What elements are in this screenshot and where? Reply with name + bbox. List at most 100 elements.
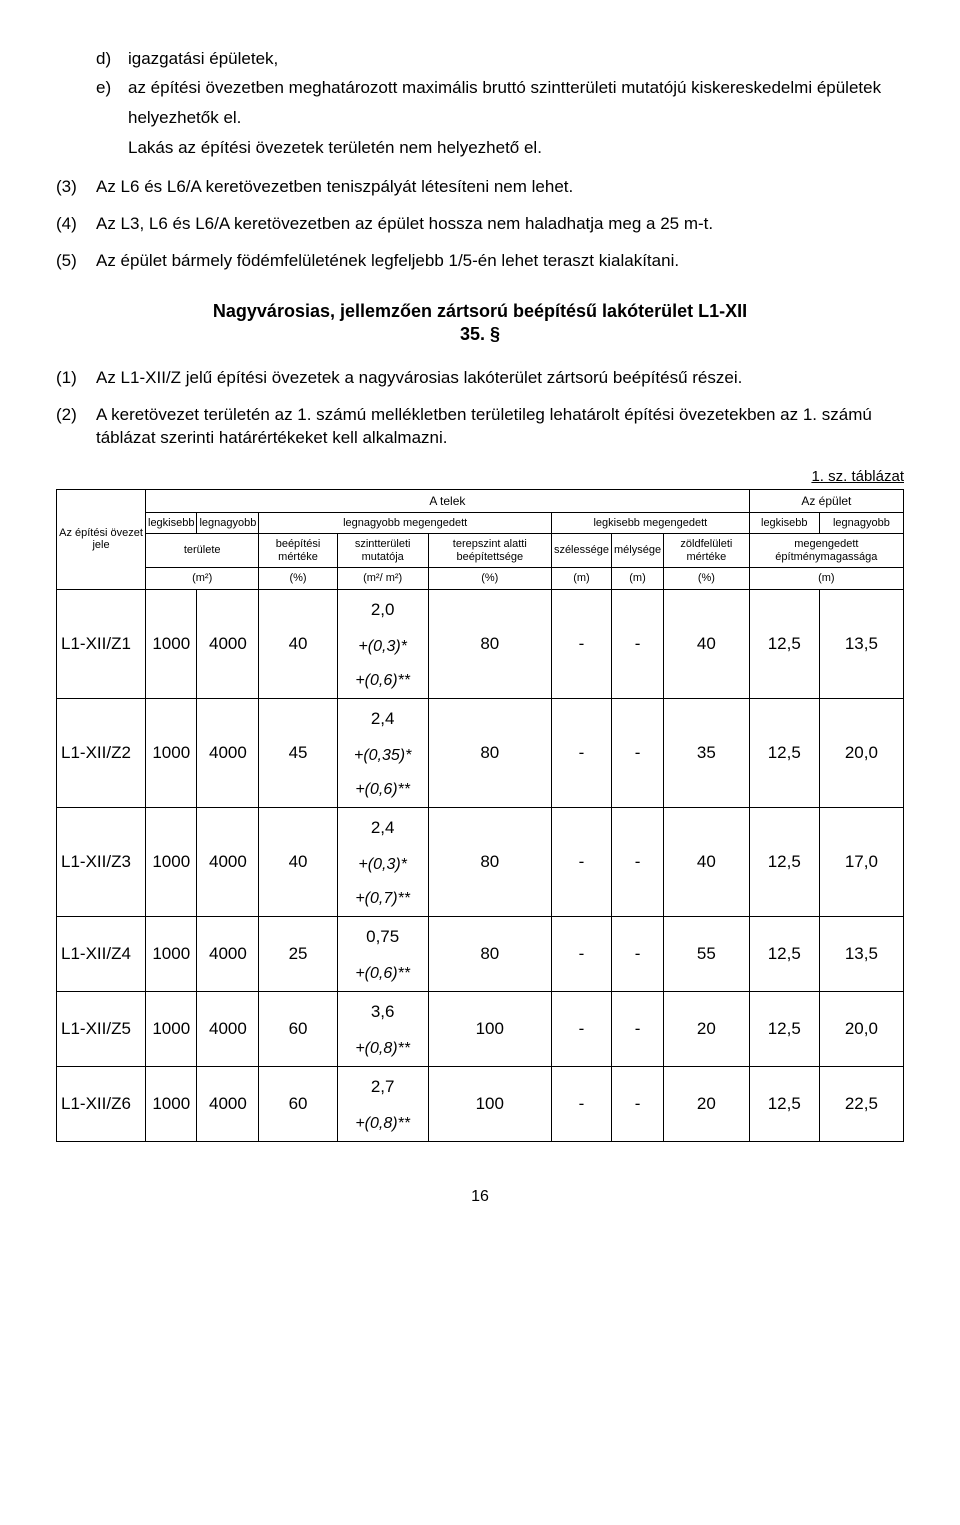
col-unit: (m²/ m²) <box>337 568 428 590</box>
zone-cell: L1-XII/Z3 <box>57 808 146 917</box>
zone-cell: L1-XII/Z1 <box>57 590 146 699</box>
cell: - <box>551 590 611 699</box>
col-header: területe <box>146 534 259 568</box>
paragraph: Lakás az építési övezetek területén nem … <box>128 138 904 158</box>
sub-cell: +(0,6)** <box>337 957 428 992</box>
sub-cell: +(0,8)** <box>337 1032 428 1067</box>
cell: - <box>551 808 611 917</box>
list-text: Az L6 és L6/A keretövezetben teniszpályá… <box>96 176 573 199</box>
cell: 80 <box>428 699 551 808</box>
col-header: zöldfelületi mértéke <box>664 534 750 568</box>
col-header: Az épület <box>749 489 903 512</box>
cell: 12,5 <box>749 992 819 1067</box>
cell: 22,5 <box>819 1067 903 1142</box>
cell: 12,5 <box>749 699 819 808</box>
cell: 60 <box>259 1067 337 1142</box>
cell: 40 <box>664 590 750 699</box>
cell: 1000 <box>146 917 197 992</box>
sub-cell: +(0,7)** <box>337 882 428 917</box>
cell: 1000 <box>146 992 197 1067</box>
col-header: Az építési övezet jele <box>57 489 146 590</box>
sub-cell: +(0,3)* <box>337 630 428 664</box>
list-text: az építési övezetben meghatározott maxim… <box>128 77 881 100</box>
cell: 2,7 <box>337 1067 428 1108</box>
col-header: legkisebb megengedett <box>551 512 749 534</box>
list-marker: (2) <box>56 404 96 450</box>
data-table: Az építési övezet jele A telek Az épület… <box>56 489 904 1143</box>
cell: - <box>611 917 663 992</box>
table-header-row: területe beépítési mértéke szintterületi… <box>57 534 904 568</box>
col-header: legkisebb <box>749 512 819 534</box>
cell: 4000 <box>197 590 259 699</box>
cell: 20 <box>664 992 750 1067</box>
list-item-4: (4) Az L3, L6 és L6/A keretövezetben az … <box>56 213 904 236</box>
col-header: A telek <box>146 489 750 512</box>
list-text: Az L1-XII/Z jelű építési övezetek a nagy… <box>96 367 742 390</box>
col-header: szélessége <box>551 534 611 568</box>
sub-cell: +(0,3)* <box>337 848 428 882</box>
cell: 4000 <box>197 992 259 1067</box>
cell: 13,5 <box>819 590 903 699</box>
cell: 40 <box>664 808 750 917</box>
table-row: L1-XII/Z210004000452,480--3512,520,0 <box>57 699 904 740</box>
list-marker: (3) <box>56 176 96 199</box>
cell: 1000 <box>146 808 197 917</box>
list-item-5: (5) Az épület bármely födémfelületének l… <box>56 250 904 273</box>
list-text: Az épület bármely födémfelületének legfe… <box>96 250 679 273</box>
col-unit: (%) <box>428 568 551 590</box>
col-header: legnagyobb <box>819 512 903 534</box>
sub-cell: +(0,35)* <box>337 739 428 773</box>
cell: 100 <box>428 1067 551 1142</box>
table-row: L1-XII/Z510004000603,6100--2012,520,0 <box>57 992 904 1033</box>
list-item-d: d) igazgatási épületek, <box>96 48 904 71</box>
cell: - <box>551 699 611 808</box>
section-title: Nagyvárosias, jellemzően zártsorú beépít… <box>56 301 904 322</box>
list-item-2b: (2) A keretövezet területén az 1. számú … <box>56 404 904 450</box>
cell: 12,5 <box>749 917 819 992</box>
list-marker: (5) <box>56 250 96 273</box>
cell: 0,75 <box>337 917 428 958</box>
col-unit: (m) <box>749 568 903 590</box>
cell: 12,5 <box>749 808 819 917</box>
cell: - <box>551 992 611 1067</box>
cell: 40 <box>259 590 337 699</box>
cell: - <box>551 1067 611 1142</box>
table-row: L1-XII/Z610004000602,7100--2012,522,5 <box>57 1067 904 1108</box>
list-item-3: (3) Az L6 és L6/A keretövezetben teniszp… <box>56 176 904 199</box>
list-marker: (1) <box>56 367 96 390</box>
cell: 20,0 <box>819 992 903 1067</box>
cell: 1000 <box>146 1067 197 1142</box>
col-unit: (m) <box>611 568 663 590</box>
col-unit: (%) <box>259 568 337 590</box>
col-header: mélysége <box>611 534 663 568</box>
cell: 20 <box>664 1067 750 1142</box>
sub-cell: +(0,6)** <box>337 773 428 808</box>
cell: 100 <box>428 992 551 1067</box>
col-header: beépítési mértéke <box>259 534 337 568</box>
list-text: Az L3, L6 és L6/A keretövezetben az épül… <box>96 213 713 236</box>
zone-cell: L1-XII/Z5 <box>57 992 146 1067</box>
col-unit: (%) <box>664 568 750 590</box>
cell: 4000 <box>197 808 259 917</box>
col-header: legnagyobb megengedett <box>259 512 552 534</box>
col-header: szintterületi mutatója <box>337 534 428 568</box>
cell: - <box>611 1067 663 1142</box>
cell: 25 <box>259 917 337 992</box>
cell: 60 <box>259 992 337 1067</box>
cell: - <box>611 808 663 917</box>
table-header-row: (m²) (%) (m²/ m²) (%) (m) (m) (%) (m) <box>57 568 904 590</box>
col-header: legkisebb <box>146 512 197 534</box>
col-unit: (m) <box>551 568 611 590</box>
list-text: igazgatási épületek, <box>128 48 278 71</box>
cell: 13,5 <box>819 917 903 992</box>
cell: - <box>611 590 663 699</box>
list-marker: (4) <box>56 213 96 236</box>
zone-cell: L1-XII/Z2 <box>57 699 146 808</box>
cell: 4000 <box>197 1067 259 1142</box>
cell: 1000 <box>146 699 197 808</box>
cell: 12,5 <box>749 590 819 699</box>
cell: - <box>551 917 611 992</box>
section-number: 35. § <box>56 324 904 345</box>
table-row: L1-XII/Z310004000402,480--4012,517,0 <box>57 808 904 849</box>
table-row: L1-XII/Z410004000250,7580--5512,513,5 <box>57 917 904 958</box>
